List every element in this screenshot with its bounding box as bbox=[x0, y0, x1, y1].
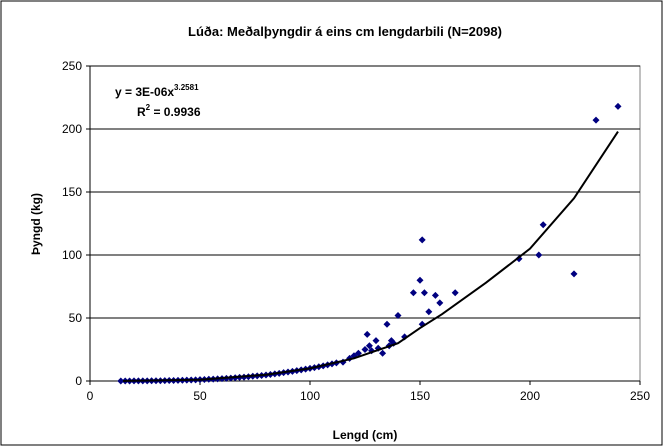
data-point bbox=[117, 377, 125, 385]
data-point bbox=[436, 299, 444, 307]
y-axis-label: Þyngd (kg) bbox=[29, 193, 43, 255]
data-point bbox=[614, 102, 622, 110]
x-tick-label: 50 bbox=[193, 389, 207, 403]
data-point bbox=[354, 349, 362, 357]
data-point bbox=[394, 311, 402, 319]
data-point bbox=[409, 289, 417, 297]
data-point bbox=[416, 276, 424, 284]
data-point bbox=[451, 289, 459, 297]
data-point bbox=[425, 308, 433, 316]
y-tick-label: 250 bbox=[62, 59, 82, 73]
r-text: = 0.9936 bbox=[150, 105, 201, 119]
data-point bbox=[420, 289, 428, 297]
r-squared: R2 = 0.9936 bbox=[137, 103, 201, 119]
data-point bbox=[535, 251, 543, 259]
data-point bbox=[365, 342, 373, 350]
chart-title: Lúða: Meðalþyngdir á eins cm lengdarbili… bbox=[188, 24, 502, 39]
x-tick-label: 200 bbox=[520, 389, 540, 403]
data-point bbox=[372, 337, 380, 345]
data-point bbox=[570, 270, 578, 278]
x-tick-label: 250 bbox=[630, 389, 650, 403]
data-point bbox=[363, 330, 371, 338]
y-tick-label: 100 bbox=[62, 248, 82, 262]
equation: y = 3E-06x3.2581 bbox=[115, 83, 199, 99]
x-tick-label: 150 bbox=[410, 389, 430, 403]
plot-area bbox=[89, 65, 641, 382]
data-point bbox=[379, 349, 387, 357]
y-tick-label: 150 bbox=[62, 185, 82, 199]
data-point bbox=[539, 221, 547, 229]
equation-exponent: 3.2581 bbox=[174, 83, 199, 92]
data-point bbox=[592, 116, 600, 124]
x-axis-label: Lengd (cm) bbox=[333, 428, 398, 442]
equation-text: y = 3E-06x bbox=[115, 85, 174, 99]
y-tick-label: 200 bbox=[62, 122, 82, 136]
data-point bbox=[431, 291, 439, 299]
r-symbol: R bbox=[137, 105, 146, 119]
data-point bbox=[418, 236, 426, 244]
data-point bbox=[361, 346, 369, 353]
x-tick-label: 0 bbox=[87, 389, 94, 403]
trend-line bbox=[122, 130, 619, 382]
x-tick-label: 100 bbox=[300, 389, 320, 403]
r-exponent: 2 bbox=[146, 103, 151, 112]
y-tick-label: 0 bbox=[75, 374, 82, 388]
y-tick-label: 50 bbox=[69, 311, 83, 325]
data-point bbox=[383, 320, 391, 328]
